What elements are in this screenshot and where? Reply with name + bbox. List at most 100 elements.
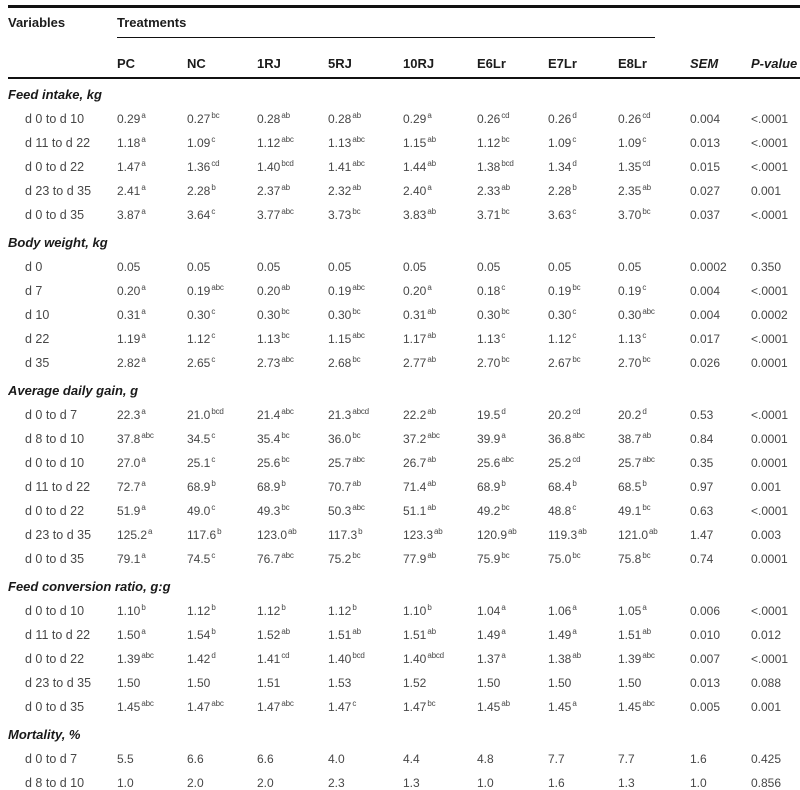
value-cell: 2.70bc [477,355,510,371]
superscript-letters: bcd [211,407,224,416]
value-cell: 1.52ab [257,627,290,643]
superscript-letters: ab [427,331,436,340]
superscript-letters: b [211,183,216,192]
table-row: d 0 to d 22 51.9a 49.0c 49.3bc 50.3abc 51.1ab… [8,499,800,523]
value-cell: 49.3bc [257,503,290,519]
value-cell: 117.6b [187,527,222,543]
value-cell: 2.28b [187,183,216,199]
superscript-letters: bc [642,207,651,216]
superscript-letters: abc [642,307,655,316]
value-cell: 0.19abc [328,283,365,299]
superscript-letters: d [572,111,577,120]
table-row: d 0 0.05 0.05 0.05 0.05 0.05 0.05 0.05 0.05 0.000… [8,255,800,279]
pvalue-cell: <.0001 [751,284,789,298]
value-cell: 1.45abc [618,699,655,715]
superscript-letters: bc [642,355,651,364]
superscript-letters: c [642,283,647,292]
value-cell: 2.73abc [257,355,294,371]
sem-cell: 0.74 [690,552,714,566]
superscript-letters: a [141,479,146,488]
value-cell: 26.7ab [403,455,436,471]
value-cell: 25.2cd [548,455,581,471]
superscript-letters: ab [281,111,290,120]
row-label: d 8 to d 10 [25,432,85,446]
sem-cell: 0.0002 [690,260,727,274]
row-label: d 0 [25,260,43,274]
superscript-letters: b [211,627,216,636]
superscript-letters: abc [642,455,655,464]
pvalue-cell: 0.0001 [751,356,788,370]
row-label: d 0 to d 7 [25,408,78,422]
value-cell: 1.13bc [257,331,290,347]
superscript-letters: a [501,627,506,636]
value-cell: 1.42d [187,651,216,667]
value-cell: 2.3 [328,776,345,790]
superscript-letters: ab [427,479,436,488]
pvalue-cell: 0.003 [751,528,782,542]
value-cell: 4.4 [403,752,420,766]
value-cell: 3.64c [187,207,216,223]
section-header-row: Feed intake, kg [8,78,800,107]
superscript-letters: a [141,207,146,216]
value-cell: 38.7ab [618,431,651,447]
value-cell: 68.9b [187,479,216,495]
superscript-letters: ab [352,111,361,120]
table-row: d 10 0.31a 0.30c 0.30bc 0.30bc 0.31ab 0.30bc 0.… [8,303,800,327]
value-cell: 68.4b [548,479,577,495]
row-label: d 23 to d 35 [25,676,92,690]
superscript-letters: c [211,331,216,340]
value-cell: 1.0 [117,776,134,790]
superscript-letters: ab [427,355,436,364]
superscript-letters: bc [501,355,510,364]
treatment-column-header: E8Lr [618,45,690,79]
superscript-letters: b [281,603,286,612]
table-row: d 35 2.82a 2.65c 2.73abc 2.68bc 2.77ab 2.70bc 2… [8,351,800,375]
superscript-letters: ab [572,651,581,660]
section-header-row: Body weight, kg [8,227,800,255]
value-cell: 20.2cd [548,407,581,423]
value-cell: 0.30bc [257,307,290,323]
superscript-letters: bc [281,307,290,316]
value-cell: 2.82a [117,355,146,371]
superscript-letters: abc [281,355,294,364]
table-row: d 11 to d 22 72.7a 68.9b 68.9b 70.7ab 71.4ab 6… [8,475,800,499]
pvalue-cell: <.0001 [751,136,789,150]
superscript-letters: ab [642,431,651,440]
superscript-letters: b [427,603,432,612]
value-cell: 48.8c [548,503,577,519]
superscript-letters: ab [427,551,436,560]
value-cell: 1.19a [117,331,146,347]
row-label: d 11 to d 22 [25,480,91,494]
value-cell: 0.26cd [477,111,510,127]
value-cell: 1.09c [548,135,577,151]
superscript-letters: abc [211,699,224,708]
row-label: d 0 to d 10 [25,604,85,618]
table-row: d 0 to d 22 1.39abc 1.42d 1.41cd 1.40bcd 1.40… [8,647,800,671]
superscript-letters: cd [572,455,581,464]
value-cell: 68.9b [257,479,286,495]
superscript-letters: abc [352,503,365,512]
superscript-letters: ab [288,527,297,536]
value-cell: 1.51ab [328,627,361,643]
superscript-letters: a [148,527,153,536]
superscript-letters: a [501,431,506,440]
superscript-letters: abc [141,651,154,660]
value-cell: 68.5b [618,479,647,495]
sem-cell: 0.004 [690,284,721,298]
value-cell: 27.0a [117,455,146,471]
table-row: d 0 to d 7 5.5 6.6 6.6 4.0 4.4 4.8 7.7 7.7 1.6 0.4… [8,747,800,771]
value-cell: 3.83ab [403,207,436,223]
superscript-letters: c [211,551,216,560]
treatment-column-header: 10RJ [403,45,477,79]
value-cell: 117.3b [328,527,363,543]
value-cell: 3.63c [548,207,577,223]
value-cell: 3.87a [117,207,146,223]
sem-cell: 0.013 [690,136,721,150]
value-cell: 1.38bcd [477,159,514,175]
superscript-letters: bc [352,207,361,216]
value-cell: 6.6 [187,752,204,766]
value-cell: 2.40a [403,183,432,199]
value-cell: 1.49a [477,627,506,643]
sem-cell: 0.026 [690,356,721,370]
value-cell: 77.9ab [403,551,436,567]
